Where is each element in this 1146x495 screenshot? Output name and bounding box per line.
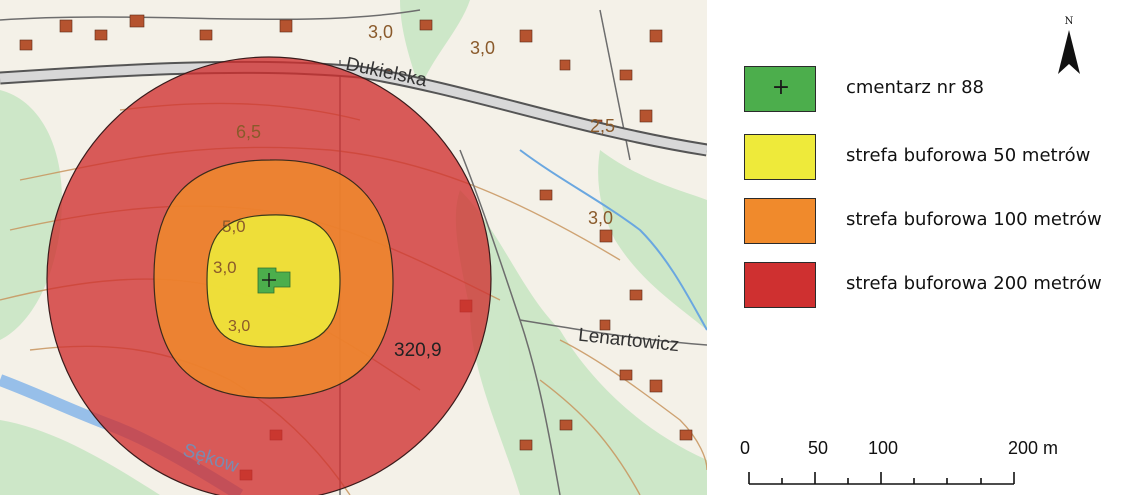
road-dukielska-fill <box>0 62 707 155</box>
scale-bar-graphic <box>748 472 1015 485</box>
elevation-label: 3,0 <box>588 208 614 228</box>
north-arrow: N <box>1056 16 1082 78</box>
elevation-label: 5,0 <box>222 217 246 236</box>
north-letter: N <box>1064 16 1074 27</box>
legend-label-cemetery: cmentarz nr 88 <box>846 77 985 98</box>
elevation-label: 3,0 <box>470 38 496 58</box>
elevation-label: 6,5 <box>236 122 262 142</box>
legend-label-buffer-100: strefa buforowa 100 metrów <box>846 209 1102 230</box>
topographic-map[interactable]: Dukielska Lenartowicz Sękow 3,0 3,0 6,5 … <box>0 0 707 495</box>
elevation-label: 3,0 <box>213 258 237 277</box>
legend-swatch-buffer-200 <box>744 262 816 308</box>
legend-swatch-cemetery: + <box>744 66 816 112</box>
scale-label-100: 100 <box>868 438 899 458</box>
scale-label-200: 200 m <box>1008 438 1059 458</box>
legend-swatch-buffer-100 <box>744 198 816 244</box>
cemetery-nr-88[interactable] <box>257 267 291 294</box>
north-arrow-icon <box>1058 30 1080 74</box>
elevation-label: 3,0 <box>228 318 251 335</box>
elevation-label: 3,0 <box>368 22 394 42</box>
scale-label-0: 0 <box>740 438 751 458</box>
legend-item-buffer-200: strefa buforowa 200 metrów <box>744 262 1146 308</box>
legend-item-buffer-50: strefa buforowa 50 metrów <box>744 134 1146 180</box>
elevation-label: 2,5 <box>590 116 616 136</box>
legend-item-cemetery: + cmentarz nr 88 <box>744 66 1146 112</box>
map-canvas <box>0 0 707 495</box>
plus-icon: + <box>771 75 791 100</box>
legend-item-buffer-100: strefa buforowa 100 metrów <box>744 198 1146 244</box>
legend-label-buffer-200: strefa buforowa 200 metrów <box>846 273 1102 294</box>
scale-bar: 0 50 100 200 m <box>736 438 1059 488</box>
legend-swatch-buffer-50 <box>744 134 816 180</box>
elevation-label: 320,9 <box>394 340 442 361</box>
legend-label-buffer-50: strefa buforowa 50 metrów <box>846 145 1091 166</box>
stream <box>519 149 707 331</box>
scale-label-50: 50 <box>808 438 829 458</box>
